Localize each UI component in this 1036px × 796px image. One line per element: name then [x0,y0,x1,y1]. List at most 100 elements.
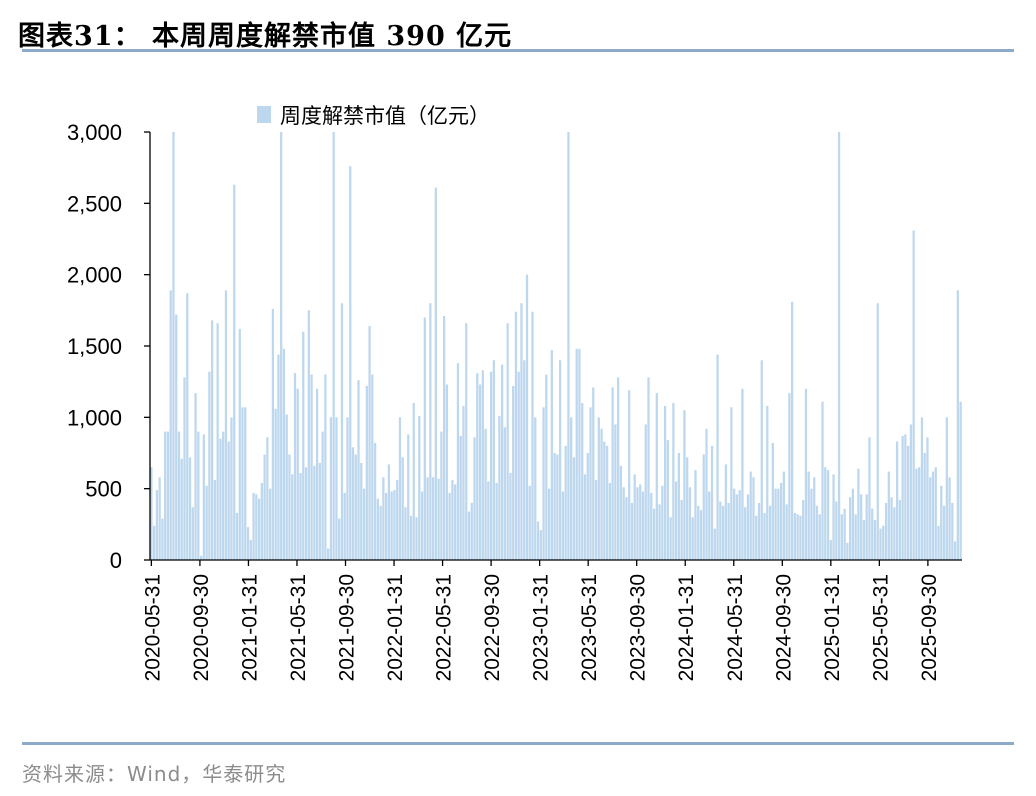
bar [440,431,443,560]
bar [180,458,183,560]
bar [779,482,783,560]
bar [186,293,189,560]
bar [534,417,537,560]
bar [321,431,324,560]
bar [583,474,587,560]
bar [404,507,407,560]
bar [462,405,465,560]
bar [257,498,261,560]
bar [418,415,421,560]
bar [304,467,308,560]
bar [379,505,382,560]
bar [274,408,277,560]
bar [625,497,628,560]
bar [882,525,885,560]
bar [923,453,926,560]
bar [815,505,819,560]
bar [509,472,512,560]
bar [683,410,686,560]
bar [887,471,890,560]
bar [860,494,863,560]
bar [837,132,841,560]
bar [335,417,338,560]
bar [351,447,355,560]
bar [385,492,388,560]
bar [219,438,222,560]
bar [338,518,341,560]
bar [586,453,589,560]
bar [661,485,664,560]
bar [782,471,785,560]
bar [727,502,730,560]
bar [757,502,761,560]
bar [346,417,349,560]
bar [744,507,747,560]
bar [832,474,835,560]
x-tick-label: 2022-05-31 [433,574,456,681]
bar [895,441,899,560]
bar [829,540,832,560]
bar [619,465,623,560]
bar [570,417,573,560]
x-tick-label: 2020-05-31 [141,574,164,681]
bar [926,437,929,560]
bar [487,481,490,560]
y-tick-label: 2,000 [67,263,122,288]
bar [269,488,272,560]
bar [324,374,327,560]
x-tick-label: 2025-01-31 [821,574,844,681]
bar [879,528,882,560]
bar [951,502,954,560]
bar [489,371,493,560]
bar [409,515,413,560]
bar [691,517,694,560]
bar [501,364,504,560]
bar [396,480,399,560]
legend: 周度解禁市值（亿元） [257,104,490,128]
bar [763,512,766,560]
bar [708,491,711,560]
bar [349,166,352,561]
bar [454,484,457,560]
bar [672,403,675,560]
bar [581,403,584,560]
x-tick-label: 2025-05-31 [869,574,892,681]
bar [390,491,393,560]
bar [592,387,595,560]
bar [523,360,526,560]
title-rule [22,49,1014,52]
bar [512,385,515,560]
bar [735,494,739,560]
bar [263,454,266,560]
x-tick-label: 2023-01-31 [530,574,553,681]
x-tick-label: 2021-09-30 [336,574,359,681]
bar [633,474,636,560]
bar [164,431,167,560]
y-tick-label: 0 [110,548,122,573]
bar [813,477,816,560]
bar [677,453,681,560]
bar [255,494,258,560]
bar [603,441,606,560]
bar [611,387,614,560]
bar [260,482,263,560]
bar [266,437,269,560]
bar [890,497,893,560]
x-tick-label: 2023-05-31 [578,574,601,681]
bar [429,303,432,560]
bar [796,514,799,560]
bar [799,515,802,560]
bar [285,414,288,560]
bar [752,477,755,560]
bar [177,431,181,560]
bar [443,316,446,560]
bar [843,508,846,560]
bar [746,494,750,560]
bar [456,363,460,560]
bar [202,434,205,560]
bar [465,323,468,560]
bar [277,354,280,560]
bar [376,498,379,560]
bar [636,487,639,560]
y-tick-label: 1,500 [67,334,122,359]
